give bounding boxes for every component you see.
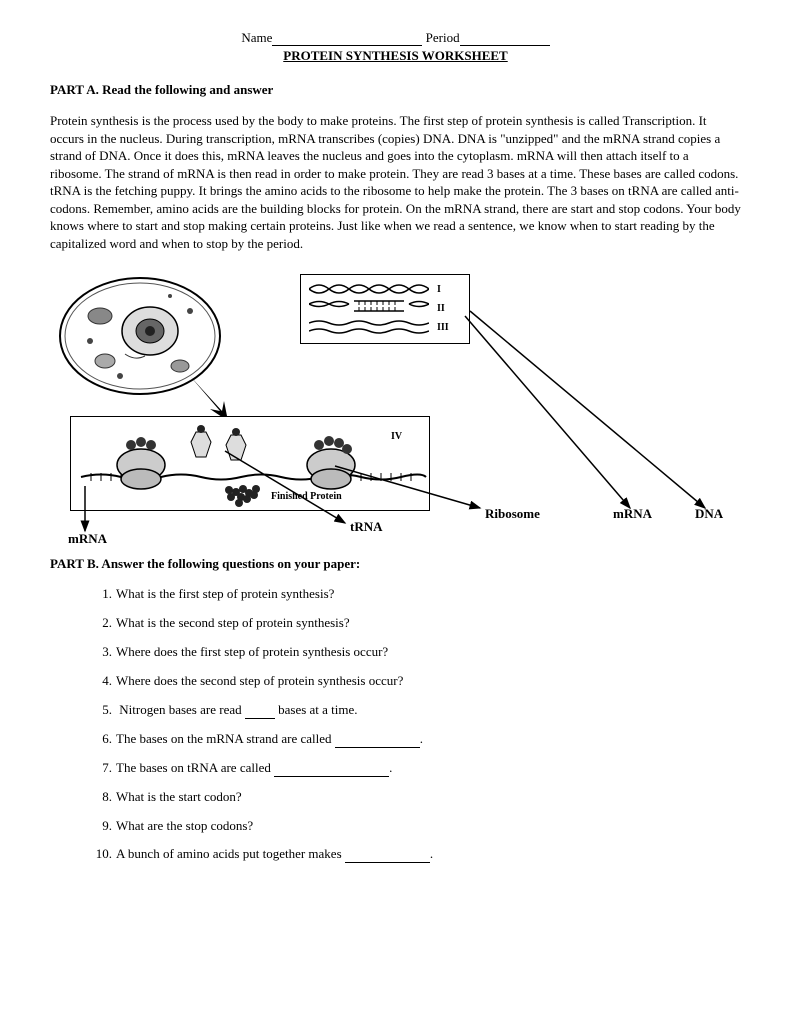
- iv-label: IV: [391, 431, 403, 442]
- trna-label: tRNA: [350, 519, 383, 535]
- question-6: 6.The bases on the mRNA strand are calle…: [90, 731, 741, 748]
- mrna-left-label: mRNA: [68, 531, 107, 547]
- diagram-area: I II III: [50, 266, 740, 546]
- question-5: 5. Nitrogen bases are read bases at a ti…: [90, 702, 741, 719]
- blank-7[interactable]: [274, 776, 389, 777]
- part-a-heading: PART A. Read the following and answer: [50, 82, 741, 98]
- question-7: 7.The bases on tRNA are called .: [90, 760, 741, 777]
- dna-row-2: II: [309, 299, 461, 317]
- blank-6[interactable]: [335, 747, 420, 748]
- name-label: Name: [241, 30, 272, 45]
- question-3: 3.Where does the first step of protein s…: [90, 644, 741, 661]
- questions-list: 1.What is the first step of protein synt…: [90, 586, 741, 863]
- dna-label-1: I: [437, 284, 441, 295]
- header-name-period: Name Period: [50, 30, 741, 46]
- dna-row-1: I: [309, 281, 461, 297]
- question-1: 1.What is the first step of protein synt…: [90, 586, 741, 603]
- mrna-right-label: mRNA: [613, 506, 652, 522]
- ribosome-label: Ribosome: [485, 506, 540, 522]
- dna-label: DNA: [695, 506, 723, 522]
- name-blank[interactable]: [272, 45, 422, 46]
- question-2: 2.What is the second step of protein syn…: [90, 615, 741, 632]
- question-9: 9.What are the stop codons?: [90, 818, 741, 835]
- period-blank[interactable]: [460, 45, 550, 46]
- blank-5[interactable]: [245, 718, 275, 719]
- part-a-paragraph: Protein synthesis is the process used by…: [50, 112, 741, 252]
- dna-label-3: III: [437, 322, 449, 333]
- dna-stages-box: I II III: [300, 274, 470, 344]
- part-b-heading: PART B. Answer the following questions o…: [50, 556, 741, 572]
- period-label: Period: [426, 30, 460, 45]
- finished-protein-label: Finished Protein: [271, 491, 342, 502]
- dna-row-3: III: [309, 319, 461, 335]
- question-4: 4.Where does the second step of protein …: [90, 673, 741, 690]
- translation-box: Finished Protein IV: [70, 416, 430, 511]
- question-10: 10.A bunch of amino acids put together m…: [90, 846, 741, 863]
- question-8: 8.What is the start codon?: [90, 789, 741, 806]
- page-title: PROTEIN SYNTHESIS WORKSHEET: [50, 48, 741, 64]
- dna-label-2: II: [437, 303, 445, 314]
- blank-10[interactable]: [345, 862, 430, 863]
